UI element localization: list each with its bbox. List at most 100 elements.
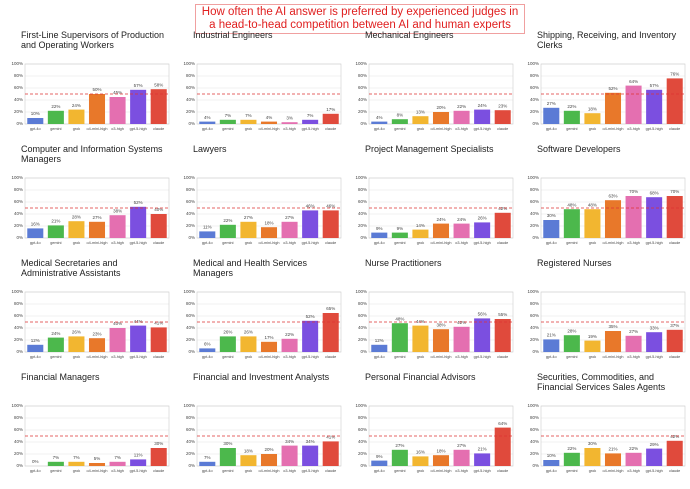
bar [391, 323, 408, 352]
value-label: 22% [223, 218, 232, 223]
y-tick-label: 80% [14, 301, 23, 306]
value-label: 34% [285, 439, 294, 444]
y-tick-label: 20% [530, 223, 539, 228]
x-tick-label: o4-mini-high [603, 469, 624, 473]
bar [474, 318, 491, 352]
x-tick-label: o4-mini-high [259, 355, 280, 359]
y-tick-label: 100% [527, 175, 539, 180]
value-label: 22% [285, 332, 294, 337]
bar [563, 452, 580, 466]
bar [68, 221, 85, 238]
bar [604, 200, 622, 238]
y-tick-label: 40% [14, 97, 23, 102]
x-tick-label: grok [417, 469, 424, 473]
x-tick-label: gemini [222, 469, 233, 473]
x-tick-label: claude [497, 355, 508, 359]
chart-panel: Mechanical Engineers 0% 20% 40% 60% 80% 100% 4%… [347, 30, 519, 145]
y-tick-label: 60% [358, 313, 367, 318]
y-tick-label: 80% [358, 187, 367, 192]
y-tick-label: 60% [186, 85, 195, 90]
value-label: 21% [608, 447, 617, 452]
x-tick-label: o4-mini-high [87, 355, 108, 359]
y-tick-label: 40% [530, 439, 539, 444]
y-tick-label: 20% [186, 109, 195, 114]
bar [150, 214, 167, 238]
x-tick-label: gemini [222, 355, 233, 359]
y-tick-label: 60% [530, 85, 539, 90]
value-label: 20% [264, 447, 273, 452]
value-label: 28% [72, 214, 81, 219]
y-tick-label: 0% [188, 235, 195, 240]
bar [474, 453, 491, 466]
x-tick-label: gpt-5-high [130, 241, 147, 245]
value-label: 24% [457, 217, 466, 222]
value-label: 46% [326, 204, 335, 209]
x-tick-label: o4-mini-high [87, 127, 108, 131]
y-tick-label: 0% [16, 349, 23, 354]
x-tick-label: gpt-5-high [474, 469, 491, 473]
value-label: 30% [547, 213, 556, 218]
value-label: 76% [670, 72, 679, 77]
bar [130, 206, 147, 238]
chart-title: Software Developers [537, 144, 621, 154]
value-label: 7% [225, 113, 232, 118]
y-tick-label: 40% [358, 439, 367, 444]
chart: 0% 20% 40% 60% 80% 100% 9% gpt-4o 27% gemini 16% gr… [355, 403, 514, 473]
value-label: 29% [650, 442, 659, 447]
y-tick-label: 60% [14, 85, 23, 90]
x-tick-label: grok [589, 469, 596, 473]
bar [322, 210, 339, 238]
x-tick-label: grok [417, 241, 424, 245]
value-label: 7% [53, 455, 60, 460]
y-tick-label: 20% [530, 109, 539, 114]
y-tick-label: 40% [14, 211, 23, 216]
chart-panel: Shipping, Receiving, and Inventory Clerk… [519, 30, 690, 145]
bar [240, 336, 257, 352]
x-tick-label: gpt-5-high [302, 127, 319, 131]
y-tick-label: 100% [527, 289, 539, 294]
value-label: 9% [397, 226, 404, 231]
bar [240, 221, 257, 238]
chart: 0% 20% 40% 60% 80% 100% 10% gpt-4o 22% gemini 24% g… [11, 61, 170, 131]
value-label: 26% [72, 330, 81, 335]
chart-title: Mechanical Engineers [365, 30, 454, 40]
bar [453, 110, 470, 124]
bar [130, 89, 147, 124]
y-tick-label: 80% [14, 415, 23, 420]
value-label: 0% [32, 459, 39, 464]
chart: 0% 20% 40% 60% 80% 100% 0% gpt-4o 7% gemini 7% grok… [11, 403, 170, 473]
x-tick-label: gpt-4o [546, 241, 557, 245]
bar [584, 340, 601, 352]
value-label: 33% [650, 325, 659, 330]
chart-title: Computer and Information Systems Manager… [21, 144, 163, 164]
value-label: 13% [416, 109, 425, 114]
value-label: 24% [51, 331, 60, 336]
y-tick-label: 100% [355, 61, 367, 66]
x-tick-label: o4-mini-high [87, 241, 108, 245]
chart-panel: Nurse Practitioners 0% 20% 40% 60% 80% 100% 12%… [347, 258, 519, 373]
value-label: 40% [113, 321, 122, 326]
x-tick-label: grok [245, 355, 252, 359]
bar [47, 337, 64, 352]
y-tick-label: 60% [186, 199, 195, 204]
chart: 0% 20% 40% 60% 80% 100% 4% gpt-4o 8% gemini 13% gro… [355, 61, 514, 131]
x-tick-label: o4-mini-high [603, 241, 624, 245]
y-tick-label: 100% [183, 403, 195, 408]
bar [199, 348, 216, 352]
y-tick-label: 100% [527, 403, 539, 408]
x-tick-label: o3-high [111, 127, 124, 131]
y-tick-label: 0% [188, 463, 195, 468]
y-tick-label: 0% [532, 235, 539, 240]
bar [47, 461, 64, 466]
y-tick-label: 20% [530, 337, 539, 342]
value-label: 7% [204, 455, 211, 460]
bar [322, 441, 339, 466]
bar [219, 336, 236, 352]
y-tick-label: 20% [358, 451, 367, 456]
bar [68, 461, 85, 466]
bar [412, 456, 429, 466]
value-label: 22% [457, 104, 466, 109]
value-label: 27% [547, 101, 556, 106]
x-tick-label: gpt-5-high [474, 241, 491, 245]
x-tick-label: gpt-5-high [646, 241, 663, 245]
